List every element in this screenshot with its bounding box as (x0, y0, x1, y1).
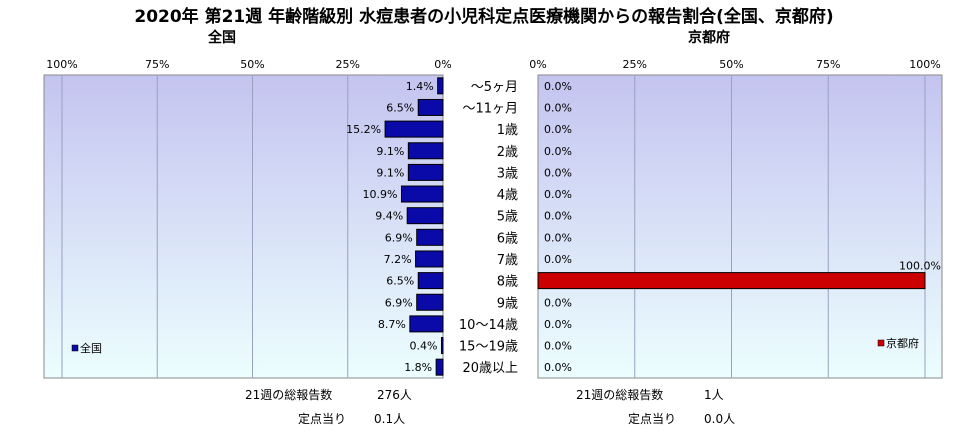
national-data-label: 9.1% (376, 166, 404, 179)
national-data-label: 1.8% (404, 361, 432, 374)
kyoto-subtitle: 京都府 (688, 30, 730, 46)
national-data-label: 7.2% (384, 253, 412, 266)
national-x-tick-label: 100% (46, 58, 77, 71)
national-x-tick-label: 25% (336, 58, 360, 71)
category-label: 7歳 (497, 253, 518, 268)
category-label: 9歳 (497, 296, 518, 311)
kyoto-data-label: 0.0% (544, 101, 572, 114)
national-legend-label: 全国 (80, 341, 102, 355)
kyoto-x-tick-label: 25% (623, 58, 647, 71)
national-total-label: 21週の総報告数 (245, 388, 333, 402)
national-bar (437, 77, 444, 95)
kyoto-bar (537, 272, 926, 290)
national-x-tick-label: 75% (145, 58, 169, 71)
national-data-label: 6.9% (385, 296, 413, 309)
kyoto-data-label: 100.0% (899, 260, 941, 273)
kyoto-data-label: 0.0% (544, 296, 572, 309)
category-label: 20歳以上 (462, 361, 518, 376)
category-label: ～11ヶ月 (462, 101, 518, 116)
national-bar (415, 250, 444, 268)
kyoto-data-label: 0.0% (544, 231, 572, 244)
national-data-label: 10.9% (363, 188, 398, 201)
national-per-value: 0.1人 (374, 412, 406, 426)
national-data-label: 6.5% (386, 101, 414, 114)
national-bar (435, 358, 444, 376)
national-subtitle: 全国 (208, 30, 236, 46)
national-plot: 100% 75% 50% 25% 0%1.4% 6.5% 15.2% 9.1% 9.1% 10.9… (43, 58, 452, 379)
national-bar (417, 98, 444, 116)
chart-title: 2020年 第21週 年齢階級別 水痘患者の小児科定点医療機関からの報告割合(全… (134, 7, 834, 27)
kyoto-data-label: 0.0% (544, 123, 572, 136)
kyoto-per-value: 0.0人 (704, 412, 736, 426)
kyoto-total-value: 1人 (704, 388, 724, 402)
category-label: 8歳 (497, 275, 518, 290)
national-data-label: 6.5% (386, 275, 414, 288)
national-bar (406, 207, 444, 225)
national-bar (384, 120, 444, 138)
national-bar (416, 228, 444, 246)
kyoto-x-tick-label: 75% (816, 58, 840, 71)
national-bar (417, 272, 444, 290)
kyoto-total-label: 21週の総報告数 (576, 388, 664, 402)
national-bar (407, 142, 444, 160)
national-bar (400, 185, 444, 203)
national-data-label: 15.2% (346, 123, 381, 136)
national-data-label: 6.9% (385, 231, 413, 244)
category-label: 1歳 (497, 123, 518, 138)
kyoto-data-label: 0.0% (544, 145, 572, 158)
category-label: 15～19歳 (459, 340, 518, 355)
kyoto-data-label: 0.0% (544, 361, 572, 374)
kyoto-data-label: 0.0% (544, 188, 572, 201)
kyoto-data-label: 0.0% (544, 210, 572, 223)
national-bar (407, 163, 444, 181)
category-labels: ～5ヶ月 ～11ヶ月 1歳 2歳 3歳 4歳 5歳 6歳 7歳 8歳 9歳 10～14歳 15～19歳 2… (459, 80, 518, 376)
national-total-value: 276人 (377, 388, 412, 402)
kyoto-x-tick-label: 0% (529, 58, 546, 71)
category-label: 10～14歳 (459, 318, 518, 333)
kyoto-legend-label: 京都府 (886, 336, 919, 350)
kyoto-plot: 0% 25% 50% 75% 100% 0.0% 0.0% 0.0% 0.0% 0.0% 0.0% 0… (529, 58, 943, 379)
kyoto-data-label: 0.0% (544, 253, 572, 266)
category-label: 4歳 (497, 188, 518, 203)
category-label: 5歳 (497, 210, 518, 225)
kyoto-plot-area (537, 74, 943, 379)
category-label: 6歳 (497, 231, 518, 246)
kyoto-data-label: 0.0% (544, 340, 572, 353)
kyoto-data-label: 0.0% (544, 166, 572, 179)
kyoto-x-tick-label: 50% (719, 58, 743, 71)
category-label: 3歳 (497, 166, 518, 181)
kyoto-per-label: 定点当り (628, 412, 677, 426)
national-per-label: 定点当り (298, 412, 347, 426)
kyoto-x-tick-label: 100% (909, 58, 940, 71)
kyoto-legend-swatch (877, 339, 885, 347)
kyoto-data-label: 0.0% (544, 80, 572, 93)
national-bar (416, 293, 444, 311)
national-legend-swatch (71, 344, 79, 352)
national-data-label: 9.4% (375, 210, 403, 223)
national-data-label: 8.7% (378, 318, 406, 331)
national-bar (409, 315, 444, 333)
national-x-tick-label: 50% (240, 58, 264, 71)
national-data-label: 1.4% (406, 80, 434, 93)
national-plot-area (43, 74, 444, 379)
national-bar (440, 337, 444, 355)
kyoto-data-label: 0.0% (544, 318, 572, 331)
national-data-label: 9.1% (376, 145, 404, 158)
national-x-tick-label: 0% (434, 58, 451, 71)
category-label: 2歳 (497, 145, 518, 160)
category-label: ～5ヶ月 (471, 80, 518, 95)
national-data-label: 0.4% (410, 340, 438, 353)
